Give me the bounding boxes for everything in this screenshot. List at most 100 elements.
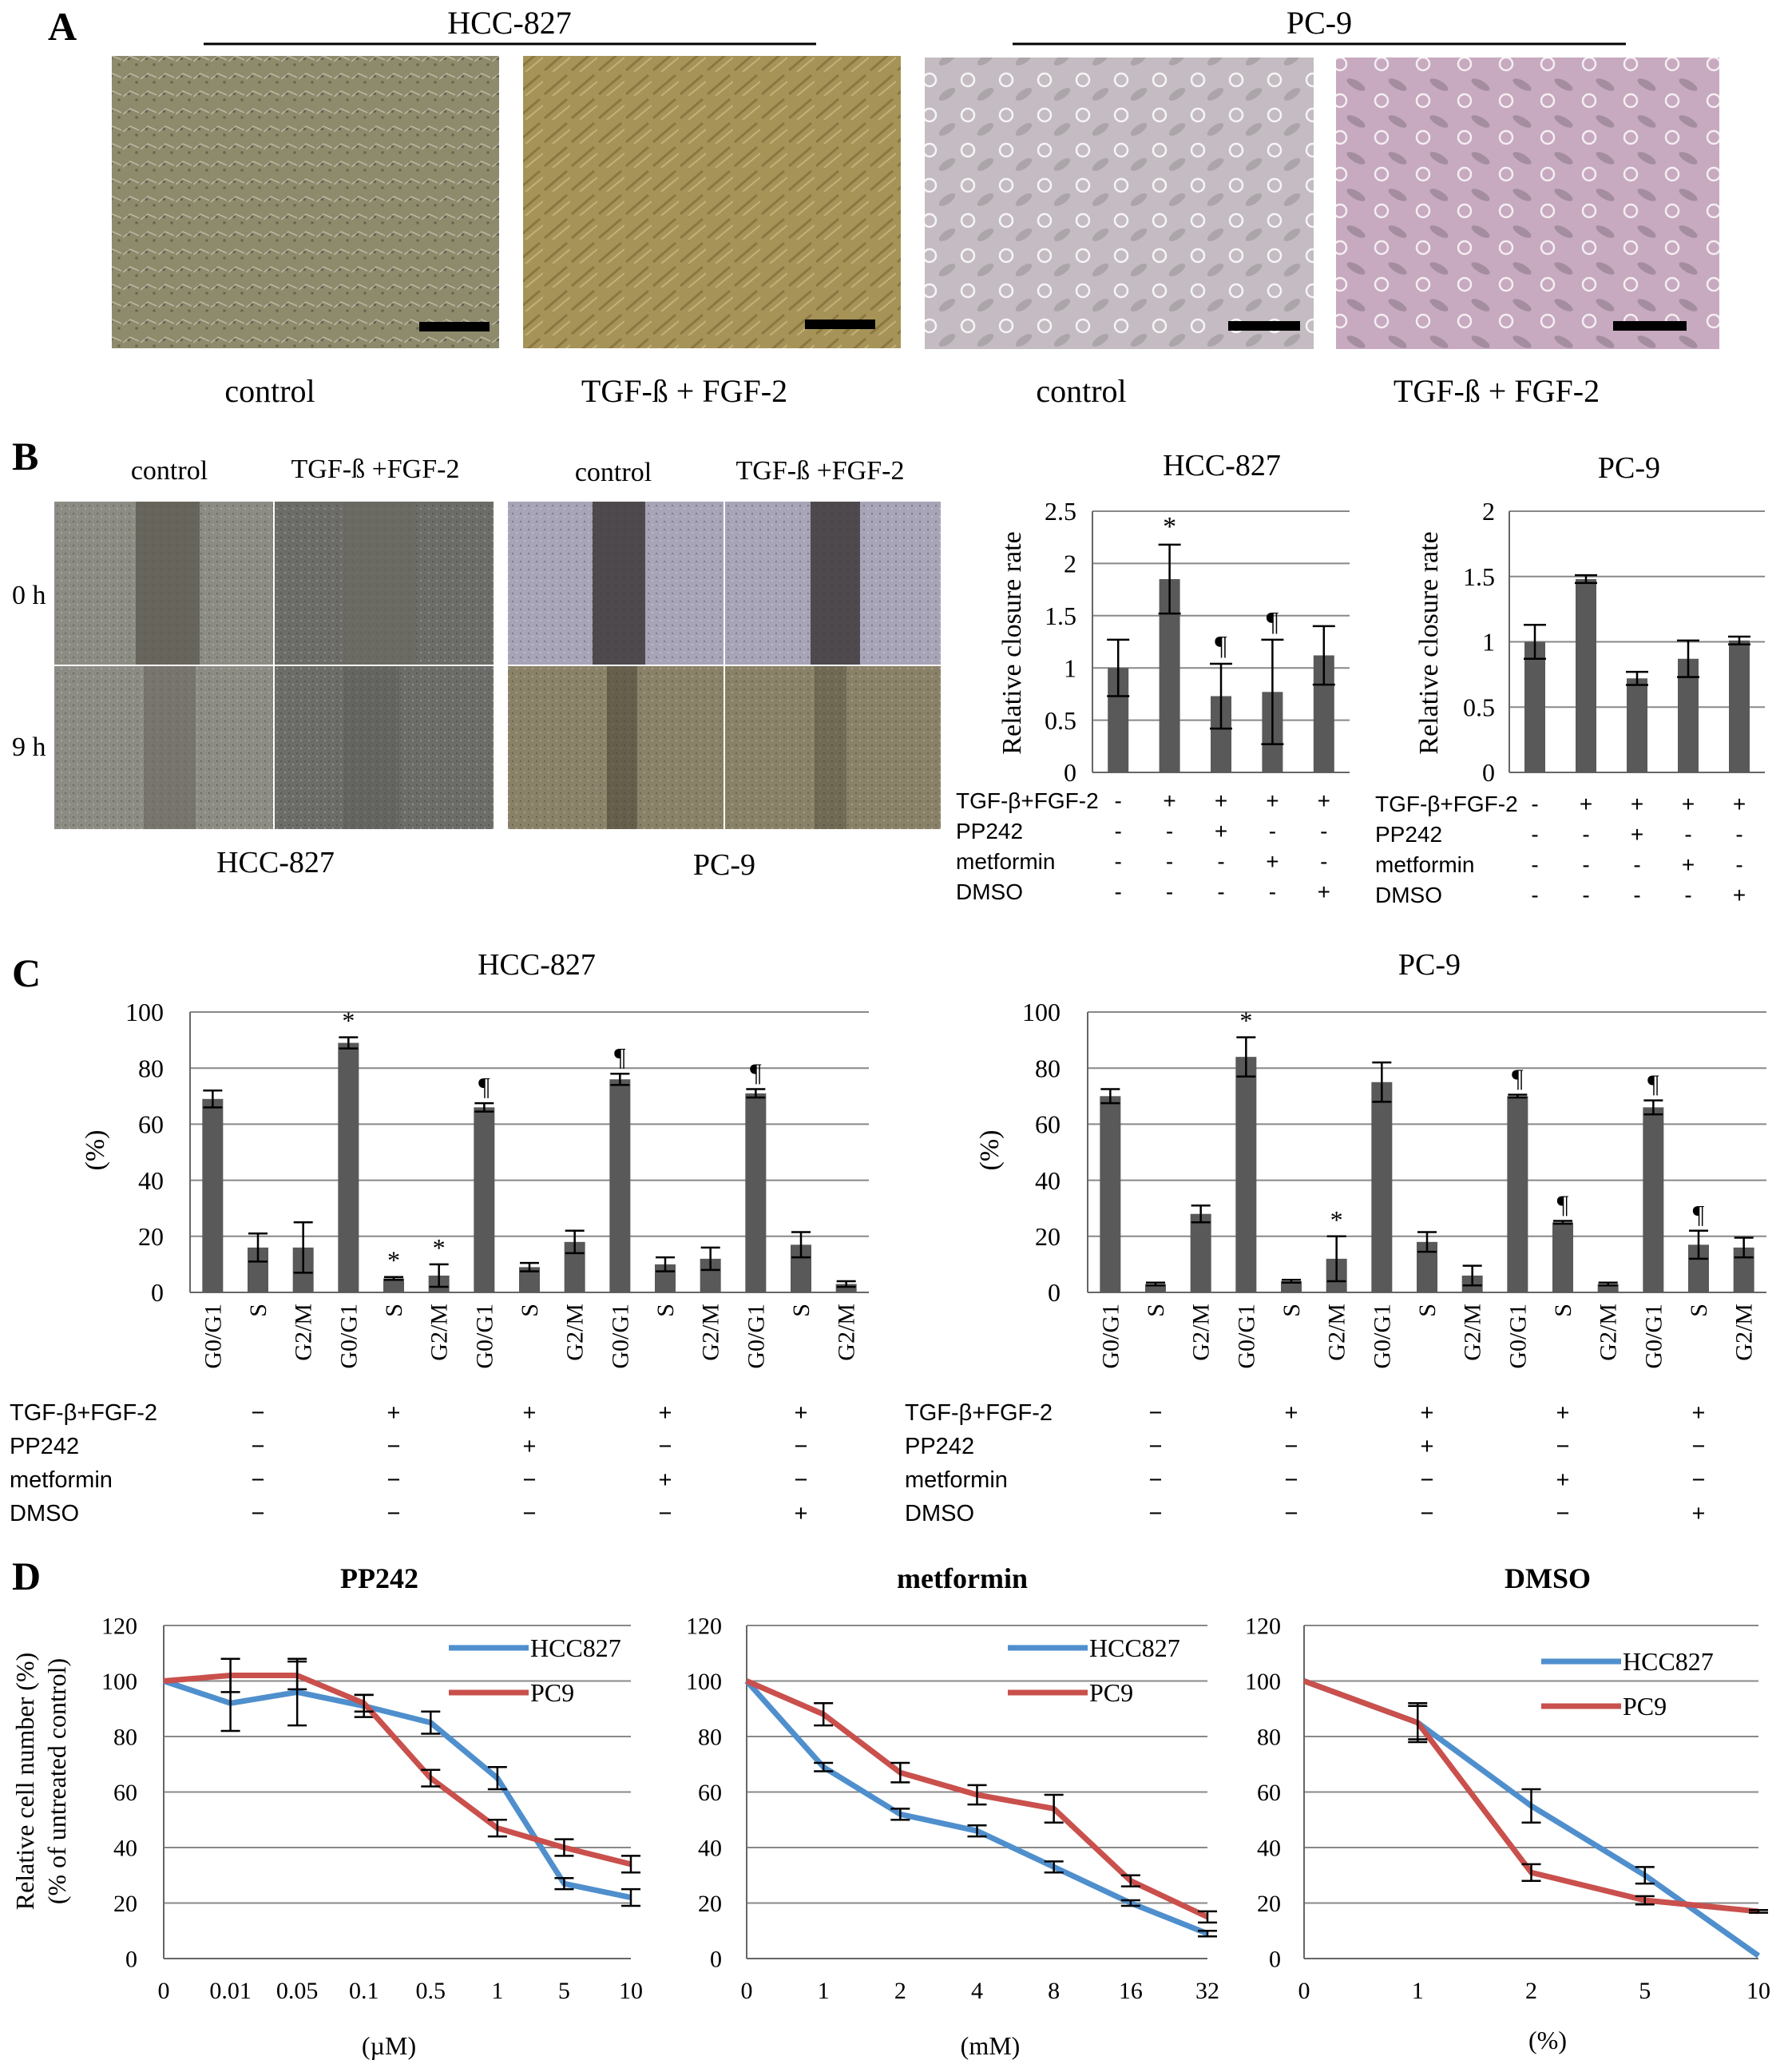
x-tick-label: 0 [741, 1978, 753, 2004]
legend-label: PC9 [1623, 1692, 1667, 1721]
treatment-sign: − [1149, 1467, 1163, 1493]
treatment-sign: - [1531, 883, 1538, 907]
treatment-sign: - [1531, 822, 1538, 847]
y-tick-label: 20 [1257, 1891, 1281, 1917]
treatment-sign: - [1166, 819, 1173, 843]
series-line [162, 1678, 632, 1900]
significance-mark: * [1163, 512, 1176, 542]
bar [1643, 1107, 1664, 1292]
y-tick-label: 20 [698, 1891, 722, 1917]
significance-mark: * [387, 1246, 400, 1275]
bar [1524, 641, 1545, 772]
line-chart-dmso: DMSO (%) 0 20 40 60 80 100 120 0 1 2 5 10 HCC827 PC9 [1245, 1562, 1770, 2054]
treatment-sign: + [1556, 1400, 1570, 1426]
bar [1100, 1096, 1121, 1292]
x-tick-label: 4 [971, 1978, 983, 2004]
treatment-sign: − [1285, 1434, 1298, 1459]
treatment-sign: − [1421, 1501, 1434, 1526]
group-label-pc9: PC-9 [1287, 5, 1352, 41]
row-label: 0 h [12, 581, 46, 610]
treatment-sign: + [1556, 1467, 1570, 1493]
treatment-sign: + [659, 1467, 672, 1493]
treatment-sign: - [1582, 883, 1589, 907]
treatment-sign: + [387, 1400, 401, 1426]
legend-label: PC9 [1089, 1678, 1133, 1707]
x-tick-label: 1 [491, 1978, 503, 2004]
legend-label: HCC827 [530, 1633, 621, 1662]
treatment-sign: - [1735, 822, 1742, 847]
legend-label: HCC827 [1623, 1647, 1714, 1676]
significance-mark: ¶ [1267, 607, 1279, 637]
treatment-sign: + [1682, 792, 1695, 816]
treatment-sign: - [1115, 879, 1122, 904]
x-tick-label: G0/G1 [1369, 1304, 1395, 1369]
bar [383, 1278, 404, 1292]
treatment-label: metformin [10, 1467, 113, 1493]
treatment-sign: − [1149, 1400, 1163, 1426]
treatment-sign: - [1217, 849, 1224, 874]
treatment-sign: - [1684, 883, 1691, 907]
x-tick-label: 16 [1119, 1978, 1143, 2004]
treatment-sign: - [1320, 849, 1327, 874]
bar [1371, 1082, 1393, 1292]
panel-a-letter: A [48, 4, 77, 49]
image-label: TGF-ß + FGF-2 [1394, 373, 1600, 409]
series-line [744, 1679, 1209, 1936]
treatment-sign: - [1115, 819, 1122, 843]
significance-mark: ¶ [1693, 1200, 1705, 1228]
chart-title: HCC-827 [1163, 449, 1281, 482]
treatment-sign: − [387, 1501, 401, 1526]
y-tick-label: 2.5 [1045, 497, 1076, 526]
treatment-sign: + [1692, 1501, 1706, 1526]
x-tick-label: G2/M [698, 1304, 724, 1361]
y-tick-label: 100 [1245, 1669, 1281, 1695]
treatment-sign: + [1318, 879, 1330, 904]
significance-mark: ¶ [1215, 631, 1227, 661]
x-tick-label: 8 [1048, 1978, 1060, 2004]
treatment-sign: + [659, 1400, 672, 1426]
line-chart-metformin: metformin (mM) 0 20 40 60 80 100 120 0 1 2 4 8 16 32 H… [686, 1562, 1219, 2060]
y-tick-label: 60 [113, 1780, 137, 1806]
significance-mark: ¶ [1647, 1070, 1659, 1098]
wound-gap [593, 502, 645, 665]
wound-gap [607, 665, 637, 829]
bar [1627, 678, 1647, 772]
treatment-sign: − [1556, 1434, 1570, 1459]
panel-b-letter: B [12, 434, 38, 478]
y-tick-label: 60 [1257, 1780, 1281, 1806]
x-tick-label: G0/G1 [607, 1304, 633, 1369]
image-label: TGF-ß + FGF-2 [581, 373, 787, 409]
treatment-sign: + [1266, 849, 1279, 874]
treatment-sign: − [795, 1467, 808, 1493]
y-tick-label: 40 [698, 1836, 722, 1862]
scale-bar [419, 322, 490, 331]
wound-gap [343, 665, 399, 829]
x-tick-label: G2/M [1460, 1304, 1486, 1361]
y-tick-label: 2 [1482, 497, 1495, 526]
group-label-hcc827: HCC-827 [447, 5, 572, 41]
y-tick-label: 0 [1269, 1947, 1281, 1973]
y-tick-label: 80 [698, 1725, 722, 1751]
chart-title: metformin [897, 1562, 1028, 1594]
y-tick-label: 0 [1048, 1278, 1061, 1307]
x-tick-label: 10 [619, 1978, 643, 2004]
treatment-sign: − [1149, 1501, 1163, 1526]
y-tick-label: 80 [138, 1054, 164, 1082]
wound-images-pc9 [508, 502, 941, 829]
y-tick-label: 20 [138, 1222, 164, 1251]
treatment-sign: - [1166, 879, 1173, 904]
bar [1235, 1057, 1257, 1292]
treatment-sign: + [1692, 1400, 1706, 1426]
treatment-sign: − [659, 1434, 672, 1459]
bar [1507, 1096, 1528, 1292]
y-tick-label: 100 [125, 998, 164, 1026]
chart-title: HCC-827 [478, 948, 596, 982]
x-tick-label: 0 [1298, 1978, 1310, 2004]
treatment-sign: − [252, 1434, 265, 1459]
treatment-sign: − [1149, 1434, 1163, 1459]
micrograph-pc9-treated-texture [1336, 58, 1719, 349]
bar [1145, 1284, 1166, 1292]
treatment-sign: - [1269, 819, 1276, 843]
image-label: control [1036, 373, 1126, 409]
treatment-sign: + [523, 1400, 537, 1426]
